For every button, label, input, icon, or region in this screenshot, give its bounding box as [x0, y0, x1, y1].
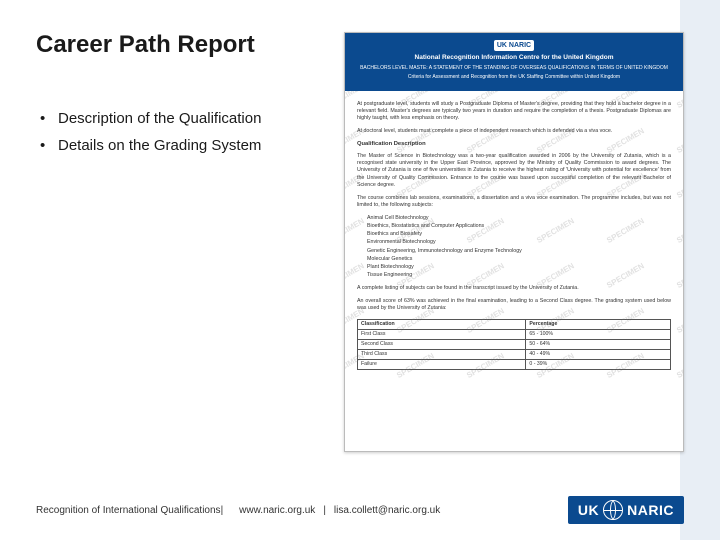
slide-container: Career Path Report Description of the Qu…	[0, 0, 720, 540]
grading-table-row: First Class65 - 100%	[358, 329, 671, 339]
footer-logo-uk: UK	[578, 502, 599, 518]
footer-url: www.naric.org.uk	[239, 505, 315, 516]
doc-header-sub1: BACHELORS LEVEL MASTE: A STATEMENT OF TH…	[353, 65, 675, 72]
doc-subject-item: Bioethics and Biosafety	[367, 231, 671, 238]
doc-subject-item: Animal Cell Biotechnology	[367, 215, 671, 222]
doc-subject-item: Tissue Engineering	[367, 272, 671, 279]
doc-subject-item: Plant Biotechnology	[367, 264, 671, 271]
grading-table-header: Percentage	[526, 319, 671, 329]
footer-logo-naric: NARIC	[627, 502, 674, 518]
doc-header: UK NARIC National Recognition Informatio…	[345, 33, 683, 91]
doc-header-logo: UK NARIC	[494, 40, 534, 51]
grading-table-header: Classification	[358, 319, 526, 329]
footer-text-org: Recognition of International Qualificati…	[36, 505, 221, 516]
grading-table-cell: 50 - 64%	[526, 339, 671, 349]
doc-para: A complete listing of subjects can be fo…	[357, 285, 671, 292]
grading-table-row: Second Class50 - 64%	[358, 339, 671, 349]
footer: Recognition of International Qualificati…	[36, 496, 684, 524]
doc-subject-list: Animal Cell BiotechnologyBioethics, Bios…	[367, 215, 671, 279]
grading-table-cell: Second Class	[358, 339, 526, 349]
doc-subject-item: Bioethics, Biostatistics and Computer Ap…	[367, 223, 671, 230]
doc-subject-item: Environmental Biotechnology	[367, 239, 671, 246]
doc-subject-item: Molecular Genetics	[367, 256, 671, 263]
grading-table-row: Third Class40 - 49%	[358, 349, 671, 359]
footer-email: lisa.collett@naric.org.uk	[334, 505, 440, 516]
grading-table-cell: Third Class	[358, 349, 526, 359]
doc-para: An overall score of 63% was achieved in …	[357, 298, 671, 312]
grading-table: ClassificationPercentageFirst Class65 - …	[357, 319, 671, 370]
globe-icon	[603, 500, 623, 520]
grading-table-cell: First Class	[358, 329, 526, 339]
doc-para: The Master of Science in Biotechnology w…	[357, 153, 671, 189]
bullet-item: Description of the Qualification	[36, 108, 296, 129]
doc-section-heading: Qualification Description	[357, 141, 671, 149]
document-preview: UK NARIC National Recognition Informatio…	[344, 32, 684, 452]
grading-table-cell: 65 - 100%	[526, 329, 671, 339]
bullet-item: Details on the Grading System	[36, 135, 296, 156]
grading-table-cell: 40 - 49%	[526, 349, 671, 359]
doc-header-sub2: Criteria for Assessment and Recognition …	[353, 74, 675, 81]
doc-para: At doctoral level, students must complet…	[357, 128, 671, 135]
doc-body: SPECIMENSPECIMENSPECIMENSPECIMENSPECIMEN…	[345, 91, 683, 380]
bullet-list: Description of the Qualification Details…	[36, 108, 296, 156]
doc-para: The course combines lab sessions, examin…	[357, 195, 671, 209]
footer-logo: UK NARIC	[568, 496, 684, 524]
doc-subject-item: Genetic Engineering, Immunotechnology an…	[367, 248, 671, 255]
grading-table-cell: Failure	[358, 359, 526, 369]
grading-table-cell: 0 - 39%	[526, 359, 671, 369]
doc-para: At postgraduate level, students will stu…	[357, 101, 671, 122]
grading-table-row: Failure0 - 39%	[358, 359, 671, 369]
doc-header-title: National Recognition Information Centre …	[353, 54, 675, 63]
